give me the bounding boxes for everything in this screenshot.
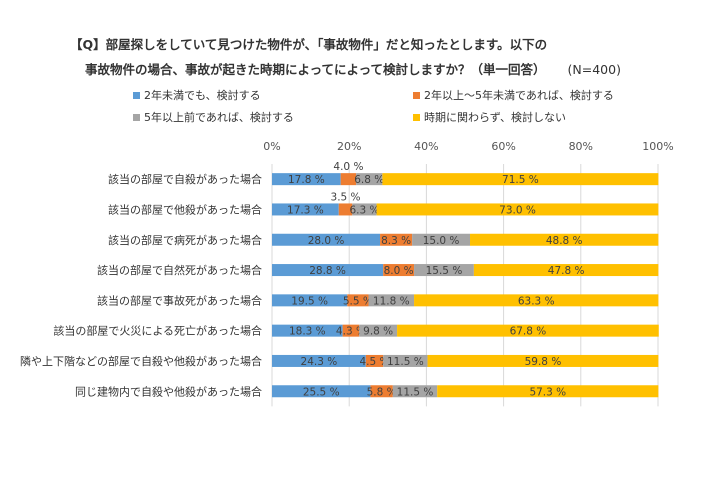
bar-segment xyxy=(272,385,371,398)
bar-segment xyxy=(272,173,341,186)
data-label: 6.3 % xyxy=(349,204,379,216)
bar-segment xyxy=(272,354,366,367)
data-label: 67.8 % xyxy=(510,326,547,338)
data-label: 11.5 % xyxy=(387,356,424,368)
legend-item-under-2-years: 2年未満でも、検討する xyxy=(133,88,261,102)
bar-segment xyxy=(342,324,360,337)
legend-label: 2年未満でも、検討する xyxy=(144,89,261,102)
x-tick-label: 20% xyxy=(337,140,361,153)
data-label: 59.8 % xyxy=(525,356,562,368)
bar-segment xyxy=(380,233,413,246)
bar-segment xyxy=(370,385,393,398)
data-label: 73.0 % xyxy=(499,204,536,216)
bar-segment xyxy=(414,294,659,307)
bar-segment xyxy=(412,233,471,246)
legend-swatch xyxy=(413,91,420,99)
bar-segment xyxy=(437,385,659,398)
category-label: 隣や上下階などの部屋で自殺や他殺があった場合 xyxy=(20,354,262,368)
bar-segment xyxy=(338,203,353,216)
data-label: 6.8 % xyxy=(354,174,384,186)
bar-segment xyxy=(427,354,659,367)
category-label: 該当の部屋で他殺があった場合 xyxy=(108,202,262,216)
legend-swatch xyxy=(133,113,140,121)
bar-segment xyxy=(392,385,438,398)
data-label: 15.5 % xyxy=(426,265,463,277)
bar-segment xyxy=(352,203,377,216)
data-label: 15.0 % xyxy=(423,235,460,247)
data-label: 57.3 % xyxy=(529,386,566,398)
title-line-2: 事故物件の場合、事故が起きた時期によってによって検討しますか？（単一回答） (N=… xyxy=(70,57,690,82)
bar-segment xyxy=(383,264,415,277)
bar-segment xyxy=(272,264,384,277)
category-label: 該当の部屋で自殺があった場合 xyxy=(108,172,262,186)
bar-segment xyxy=(365,354,384,367)
data-label: 19.5 % xyxy=(291,295,328,307)
data-label: 28.0 % xyxy=(308,235,345,247)
legend-item-5-plus-years: 5年以上前であれば、検討する xyxy=(133,110,294,124)
x-tick-label: 100% xyxy=(642,140,673,153)
data-label: 25.5 % xyxy=(303,386,340,398)
legend-label: 5年以上前であれば、検討する xyxy=(144,111,294,124)
data-label: 5.5 % xyxy=(343,295,373,307)
category-label: 該当の部屋で自然死があった場合 xyxy=(97,263,262,277)
data-label: 4.3 % xyxy=(336,326,366,338)
bar-segment xyxy=(368,294,415,307)
data-label: 63.3 % xyxy=(518,295,555,307)
legend-swatch xyxy=(133,91,140,99)
legend-label: 2年以上～5年未満であれば、検討する xyxy=(424,89,614,102)
title-line-1: 【Q】部屋探しをしていて見つけた物件が、「事故物件」だと知ったとします。以下の xyxy=(70,37,548,52)
data-label: 28.8 % xyxy=(309,265,346,277)
bar-segment xyxy=(383,354,428,367)
data-label: 4.5 % xyxy=(359,356,389,368)
bar-segment xyxy=(470,233,659,246)
data-label: 17.3 % xyxy=(287,204,324,216)
data-label: 17.8 % xyxy=(288,174,325,186)
category-label: 同じ建物内で自殺や他殺があった場合 xyxy=(75,384,262,398)
bar-segment xyxy=(397,324,659,337)
category-label: 該当の部屋で火災による死亡があった場合 xyxy=(53,324,262,338)
data-label: 24.3 % xyxy=(301,356,338,368)
bar-segment xyxy=(272,233,381,246)
sample-size: (N=400) xyxy=(567,62,621,77)
data-label: 11.5 % xyxy=(397,386,434,398)
data-label: 47.8 % xyxy=(548,265,585,277)
legend-label: 時期に関わらず、検討しない xyxy=(424,111,567,124)
chart-title: 【Q】部屋探しをしていて見つけた物件が、「事故物件」だと知ったとします。以下の … xyxy=(70,32,690,82)
data-label: 71.5 % xyxy=(502,174,539,186)
bar-segment xyxy=(359,324,398,337)
x-tick-label: 40% xyxy=(414,140,438,153)
bar-segment xyxy=(347,294,369,307)
data-label: 8.0 % xyxy=(384,265,414,277)
bar-segment xyxy=(382,173,659,186)
data-label: 18.3 % xyxy=(289,326,326,338)
bar-segment xyxy=(340,173,357,186)
data-label: 4.0 % xyxy=(333,161,363,173)
bar-segment xyxy=(473,264,659,277)
data-label: 48.8 % xyxy=(546,235,583,247)
category-label: 該当の部屋で病死があった場合 xyxy=(108,233,262,247)
data-label: 11.8 % xyxy=(373,295,410,307)
title-line-2-text: 事故物件の場合、事故が起きた時期によってによって検討しますか？（単一回答） xyxy=(85,62,546,77)
bar-segment xyxy=(272,203,339,216)
bar-segment xyxy=(356,173,383,186)
data-label: 3.5 % xyxy=(331,191,361,203)
legend-item-never: 時期に関わらず、検討しない xyxy=(413,110,566,124)
data-label: 9.8 % xyxy=(363,326,393,338)
data-label: 8.3 % xyxy=(381,235,411,247)
bar-segment xyxy=(376,203,659,216)
x-tick-label: 80% xyxy=(569,140,593,153)
category-label: 該当の部屋で事故死があった場合 xyxy=(97,293,262,307)
bar-segment xyxy=(414,264,474,277)
x-tick-label: 0% xyxy=(263,140,280,153)
bar-segment xyxy=(272,294,348,307)
data-label: 5.8 % xyxy=(367,386,397,398)
legend-swatch xyxy=(413,113,420,121)
bar-segment xyxy=(272,324,343,337)
legend-item-2-to-5-years: 2年以上～5年未満であれば、検討する xyxy=(413,88,614,102)
x-tick-label: 60% xyxy=(491,140,515,153)
